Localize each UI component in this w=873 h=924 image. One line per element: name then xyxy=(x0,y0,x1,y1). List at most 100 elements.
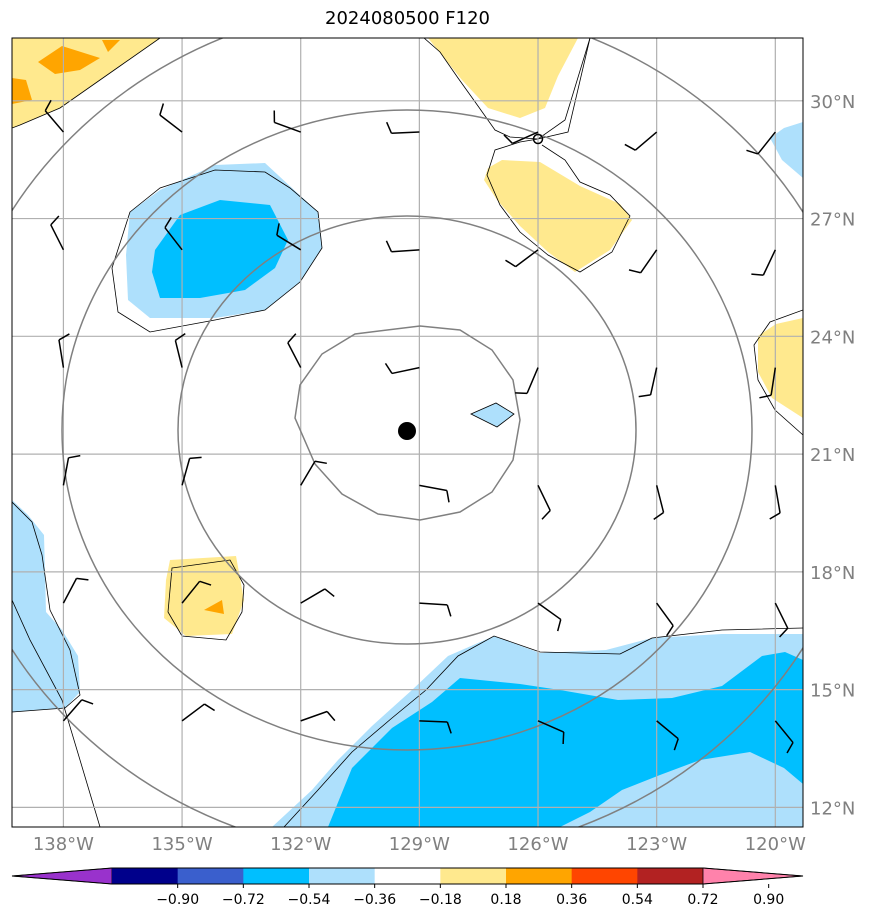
latitude-tick-label: 27°N xyxy=(810,210,855,231)
range-ring-inner xyxy=(294,325,521,521)
wind-barb xyxy=(181,580,212,604)
wind-barb xyxy=(300,460,327,486)
storm-center-marker xyxy=(398,422,416,440)
colorbar-segment xyxy=(177,868,244,884)
colorbar-tick-label: −0.36 xyxy=(353,892,396,908)
positive-anomaly-region xyxy=(758,318,803,418)
wind-barb xyxy=(58,333,70,368)
negative-anomaly-region xyxy=(471,403,514,427)
colorbar-tick-label: −0.90 xyxy=(156,892,199,908)
longitude-tick-label: 135°W xyxy=(151,834,212,855)
range-ring-3 xyxy=(61,109,753,751)
graticule xyxy=(12,38,803,827)
colorbar-segment xyxy=(112,868,179,884)
colorbar-outline xyxy=(11,867,804,885)
wind-barb xyxy=(537,720,565,745)
colorbar-tick-label: 0.36 xyxy=(556,892,587,908)
anomaly-fill-layer xyxy=(12,38,803,827)
wind-barb xyxy=(276,223,302,251)
wind-barb xyxy=(624,131,658,151)
negative-anomaly-core xyxy=(328,652,803,827)
wind-barb xyxy=(287,333,302,368)
wind-barb xyxy=(638,367,658,398)
wind-barb xyxy=(384,362,420,375)
positive-anomaly-core xyxy=(12,78,32,104)
latitude-tick-label: 30°N xyxy=(810,92,855,113)
wind-barb xyxy=(751,249,776,276)
wind-barb xyxy=(537,485,551,520)
colorbar-segment xyxy=(309,868,376,884)
wind-barb xyxy=(385,121,420,134)
negative-anomaly-core xyxy=(152,200,288,298)
wind-barb xyxy=(505,249,539,268)
longitude-tick-label: 132°W xyxy=(270,834,331,855)
wind-barb xyxy=(746,131,776,155)
longitude-tick-label: 123°W xyxy=(626,834,687,855)
colorbar-segment xyxy=(440,868,507,884)
wind-barb xyxy=(50,215,65,251)
colorbar-tick-label: −0.54 xyxy=(288,892,331,908)
colorbar-min-extend xyxy=(11,867,113,885)
map-frame xyxy=(11,37,804,828)
latitude-tick-label: 18°N xyxy=(810,563,855,584)
longitude-tick-label: 126°W xyxy=(507,834,568,855)
wind-barb xyxy=(653,485,665,520)
positive-anomaly-core xyxy=(102,40,120,52)
wind-barb xyxy=(628,249,658,274)
negative-anomaly-region xyxy=(770,122,803,178)
wind-barb xyxy=(181,703,216,722)
colorbar-segment xyxy=(637,868,704,884)
latitude-labels: 12°N 15°N 18°N 21°N 24°N 27°N 30°N xyxy=(810,92,855,820)
wind-barb xyxy=(385,240,420,253)
wind-barb xyxy=(769,485,781,520)
latitude-tick-label: 15°N xyxy=(810,681,855,702)
range-ring-2 xyxy=(177,215,637,645)
wind-barb xyxy=(300,710,336,722)
colorbar: −0.90 −0.72 −0.54 −0.36 −0.18 0.18 0.36 0.54 0.7… xyxy=(11,867,804,908)
wind-barb xyxy=(656,720,679,751)
wind-barb xyxy=(62,699,94,722)
latitude-tick-label: 21°N xyxy=(810,445,855,466)
colorbar-tick-label: 0.18 xyxy=(490,892,521,908)
positive-anomaly-region xyxy=(428,38,578,118)
colorbar-tick-label: 0.72 xyxy=(687,892,718,908)
wind-barb xyxy=(174,332,186,368)
ring-intersection-marker xyxy=(532,133,544,145)
positive-anomaly-core xyxy=(38,46,100,74)
wind-barb xyxy=(300,588,335,604)
wind-barb xyxy=(537,602,562,632)
map-title: 2024080500 F120 xyxy=(325,8,490,29)
wind-barb xyxy=(656,602,674,637)
wind-barb xyxy=(759,367,777,399)
wind-barb xyxy=(181,456,202,486)
colorbar-segment xyxy=(374,868,441,884)
colorbar-segment xyxy=(571,868,638,884)
wind-barb xyxy=(62,577,89,604)
longitude-tick-label: 129°W xyxy=(389,834,450,855)
range-rings xyxy=(12,38,803,827)
wind-barb xyxy=(503,131,539,145)
wind-barb xyxy=(273,110,301,133)
wind-barbs xyxy=(44,99,794,754)
colorbar-tick-label: −0.18 xyxy=(419,892,462,908)
wind-barb xyxy=(515,367,539,395)
positive-anomaly-core xyxy=(204,600,224,614)
positive-anomaly-region xyxy=(164,556,244,636)
latitude-tick-label: 24°N xyxy=(810,327,855,348)
longitude-tick-label: 120°W xyxy=(745,834,806,855)
colorbar-tick-label: 0.90 xyxy=(753,892,784,908)
positive-anomaly-region xyxy=(484,160,632,272)
wind-barb xyxy=(62,454,81,486)
latitude-tick-label: 12°N xyxy=(810,798,855,819)
wind-barb xyxy=(44,99,64,133)
colorbar-tick-label: 0.54 xyxy=(622,892,653,908)
colorbar-segment xyxy=(506,868,573,884)
colorbar-segment xyxy=(243,868,310,884)
wind-barb xyxy=(419,484,450,503)
wind-barb xyxy=(774,602,789,638)
wind-barb xyxy=(419,720,452,734)
wind-barb xyxy=(159,103,183,133)
wind-barb xyxy=(774,720,794,754)
colorbar-max-extend xyxy=(702,867,804,885)
